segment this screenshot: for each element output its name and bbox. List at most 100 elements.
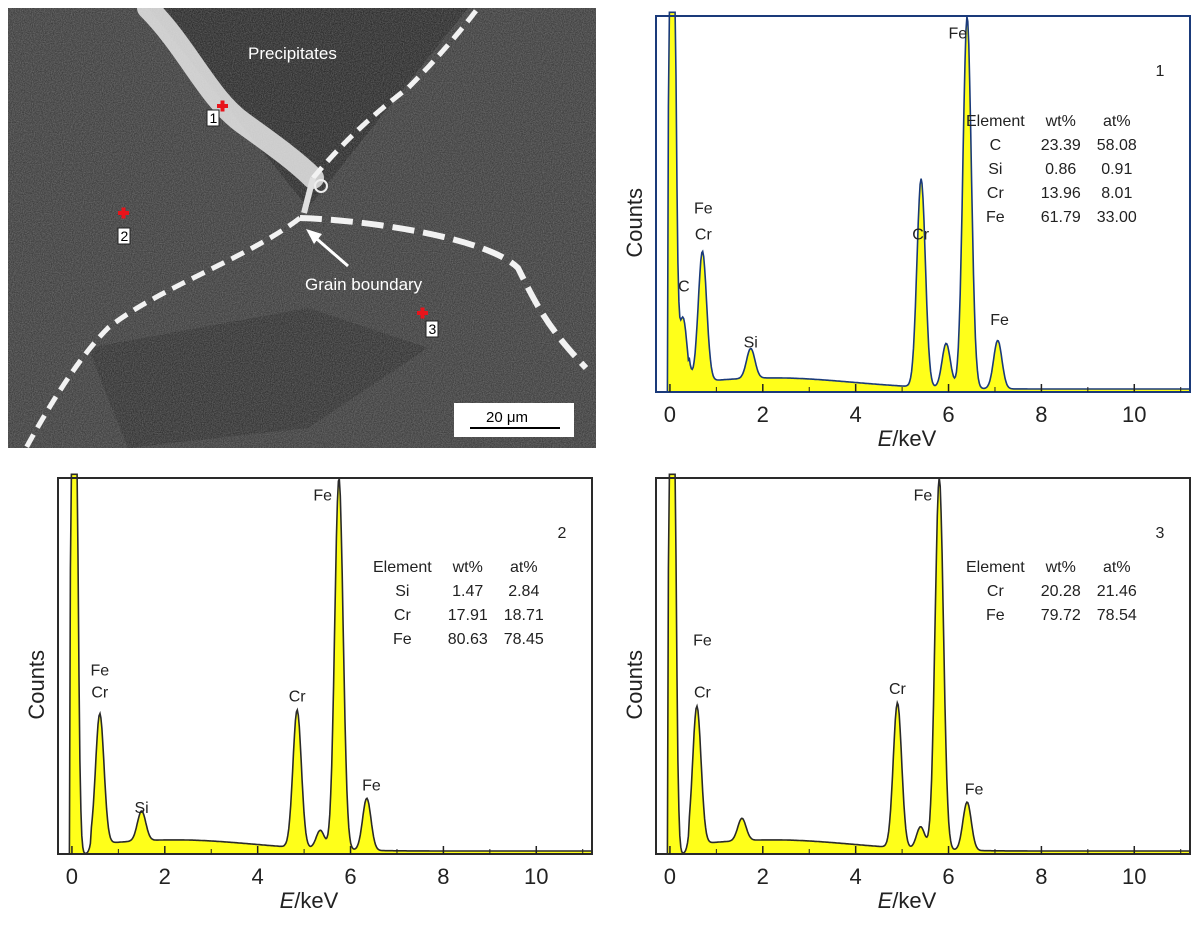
eds-spectrum-panel-2: 0 2 4 6 8 10 E/keV Counts Fe Cr Si Cr Fe Fe 2 Element w… <box>10 468 600 924</box>
table-cell: C <box>989 137 1002 154</box>
x-tick-label: 10 <box>1122 402 1146 427</box>
peak-label: Si <box>744 334 758 351</box>
y-axis-label: Counts <box>622 188 647 258</box>
x-tick-label: 4 <box>850 864 862 889</box>
grain-boundary-line <box>23 216 302 448</box>
panel-number: 1 <box>1156 63 1165 80</box>
x-axis-label: E/keV <box>878 888 937 913</box>
table-cell: Fe <box>986 607 1005 624</box>
point-marker-2: 2 <box>117 207 131 245</box>
peak-label: Fe <box>694 200 713 217</box>
table-cell: 1.47 <box>452 583 484 600</box>
composition-table-3: Element wt% at% Cr 20.28 21.46 Fe 79.72 78.54 <box>958 556 1145 628</box>
sem-micrograph: Precipitates Grain boundary 1 2 3 20 μm <box>8 8 596 448</box>
peak-label: Fe <box>965 781 984 798</box>
peak-label: Cr <box>91 685 109 702</box>
x-tick-label: 6 <box>942 864 954 889</box>
table-header: wt% <box>452 559 483 576</box>
table-cell: 23.39 <box>1040 137 1081 154</box>
table-cell: 79.72 <box>1040 607 1081 624</box>
table-row: Fe 61.79 33.00 <box>958 206 1145 230</box>
table-row: Si 0.86 0.91 <box>958 158 1145 182</box>
y-axis-label: Counts <box>622 650 647 720</box>
table-row: Si 1.47 2.84 <box>365 580 552 604</box>
table-cell: Si <box>395 583 410 600</box>
precipitates-label: Precipitates <box>248 44 337 63</box>
table-cell: 17.91 <box>447 607 488 624</box>
peak-label: Cr <box>289 688 307 705</box>
table-row: Fe 79.72 78.54 <box>958 604 1145 628</box>
peak-label: Cr <box>889 681 907 698</box>
table-cell: 80.63 <box>447 631 488 648</box>
table-header: wt% <box>1045 113 1076 130</box>
table-cell: 0.91 <box>1101 161 1133 178</box>
table-header: Element <box>373 559 432 576</box>
table-header: at% <box>1102 113 1131 130</box>
x-tick-label: 2 <box>757 402 769 427</box>
peak-label: Fe <box>990 312 1009 329</box>
peak-label: Si <box>134 800 148 817</box>
table-cell: 78.54 <box>1096 607 1137 624</box>
table-cell: 8.01 <box>1101 185 1133 202</box>
eds-spectrum-panel-3: 0 2 4 6 8 10 E/keV Counts Fe Cr Cr Fe Fe 3 Element wt%… <box>608 468 1198 924</box>
x-tick-label: 0 <box>664 864 676 889</box>
x-tick-label: 10 <box>1122 864 1146 889</box>
table-cell: Cr <box>393 607 411 624</box>
x-tick-label: 0 <box>66 864 78 889</box>
table-cell: Cr <box>986 583 1004 600</box>
svg-text:2: 2 <box>121 228 129 244</box>
table-header: Element <box>966 559 1025 576</box>
svg-text:1: 1 <box>210 110 218 126</box>
table-header: at% <box>1102 559 1131 576</box>
table-cell: 0.86 <box>1045 161 1077 178</box>
peak-label: Fe <box>948 25 967 42</box>
table-cell: 58.08 <box>1096 137 1137 154</box>
plot-frame <box>57 477 593 855</box>
x-tick-label: 8 <box>437 864 449 889</box>
peak-label: Cr <box>912 226 930 243</box>
peak-label: Fe <box>693 633 712 650</box>
table-header: wt% <box>1045 559 1076 576</box>
table-row: Fe 80.63 78.45 <box>365 628 552 652</box>
table-cell: Si <box>988 161 1003 178</box>
scale-bar: 20 μm <box>454 403 574 437</box>
table-cell: 78.45 <box>503 631 544 648</box>
eds-spectrum-panel-1: 0 2 4 6 8 10 E/keV Counts Fe Cr C Si Cr Fe Fe 1 Element… <box>608 6 1198 456</box>
peak-label: Fe <box>313 487 332 504</box>
x-axis-label: E/keV <box>280 888 339 913</box>
x-tick-label: 8 <box>1035 402 1047 427</box>
grain-boundary-line <box>299 215 589 371</box>
panel-number: 2 <box>558 525 567 542</box>
table-cell: Fe <box>393 631 412 648</box>
y-axis-label: Counts <box>24 650 49 720</box>
table-cell: Fe <box>986 209 1005 226</box>
x-tick-label: 6 <box>344 864 356 889</box>
table-header: Element <box>966 113 1025 130</box>
svg-text:3: 3 <box>429 321 437 337</box>
x-tick-label: 4 <box>252 864 264 889</box>
svg-text:20 μm: 20 μm <box>486 409 528 426</box>
table-cell: 33.00 <box>1096 209 1137 226</box>
peak-label: Fe <box>914 487 933 504</box>
table-cell: 61.79 <box>1040 209 1081 226</box>
grain-boundary-line <box>311 8 480 180</box>
peak-label: Fe <box>362 778 381 795</box>
peak-label: Cr <box>694 685 712 702</box>
grain-boundary-label: Grain boundary <box>305 275 423 294</box>
x-tick-label: 6 <box>942 402 954 427</box>
x-tick-label: 10 <box>524 864 548 889</box>
composition-table-2: Element wt% at% Si 1.47 2.84 Cr 17.91 18.71 Fe 80.… <box>365 556 552 652</box>
x-tick-label: 4 <box>850 402 862 427</box>
table-row: Cr 17.91 18.71 <box>365 604 552 628</box>
point-marker-1: 1 <box>206 100 228 127</box>
table-header: at% <box>509 559 538 576</box>
table-cell: 18.71 <box>503 607 544 624</box>
composition-table-1: Element wt% at% C 23.39 58.08 Si 0.86 0.91 Cr 13.9… <box>958 110 1145 230</box>
plot-frame <box>655 477 1191 855</box>
x-tick-label: 0 <box>664 402 676 427</box>
spectrum-line <box>58 473 592 855</box>
precipitate-band <box>137 8 324 189</box>
spectrum-line <box>656 473 1190 855</box>
table-cell: 13.96 <box>1040 185 1081 202</box>
x-axis-label: E/keV <box>878 426 937 451</box>
